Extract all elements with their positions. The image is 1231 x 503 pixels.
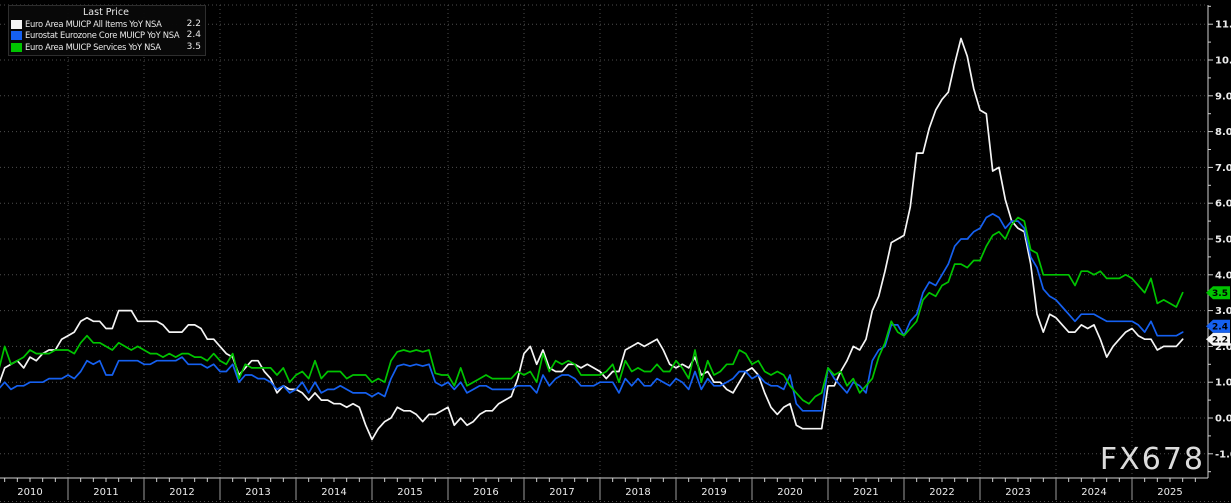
legend-color-swatch bbox=[11, 31, 22, 40]
legend-last-value: 2.2 bbox=[186, 18, 201, 29]
y-axis-label: 7.0 bbox=[1215, 163, 1231, 174]
legend-item[interactable]: Eurostat Eurozone Core MUICP YoY NSA 2.4 bbox=[11, 30, 201, 41]
x-axis-year-label: 2022 bbox=[929, 487, 954, 498]
y-axis-label: 6.0 bbox=[1215, 199, 1231, 210]
x-axis-year-label: 2015 bbox=[397, 487, 422, 498]
last-price-badge-core bbox=[1206, 319, 1230, 333]
y-axis-label: 2.0 bbox=[1215, 342, 1231, 353]
x-axis-year-label: 2019 bbox=[701, 487, 726, 498]
y-axis-label: 4.0 bbox=[1215, 270, 1231, 281]
y-axis-label: -1.0 bbox=[1215, 449, 1231, 460]
last-price-badge-value: 2.2 bbox=[1212, 335, 1228, 345]
x-axis-year-label: 2011 bbox=[93, 487, 118, 498]
y-axis-label: 8.0 bbox=[1215, 127, 1231, 138]
x-axis-year-label: 2021 bbox=[853, 487, 878, 498]
y-axis-label: 10.0 bbox=[1215, 56, 1231, 67]
x-axis-year-label: 2025 bbox=[1157, 487, 1182, 498]
x-axis-year-label: 2024 bbox=[1081, 487, 1106, 498]
x-axis-year-label: 2017 bbox=[549, 487, 574, 498]
last-price-badge-value: 3.5 bbox=[1212, 289, 1228, 299]
legend-color-swatch bbox=[11, 42, 22, 52]
series-line-all-items bbox=[0, 37, 1184, 441]
legend-item[interactable]: Euro Area MUICP Services YoY NSA 3.5 bbox=[11, 42, 201, 53]
last-price-badge-services bbox=[1206, 286, 1230, 300]
legend-last-value: 3.5 bbox=[186, 41, 201, 52]
series-line-core bbox=[0, 213, 1184, 412]
legend-item-label: Euro Area MUICP Services YoY NSA bbox=[25, 41, 161, 52]
x-axis-year-label: 2010 bbox=[17, 487, 42, 498]
y-axis-label: 0.0 bbox=[1215, 414, 1231, 425]
watermark-fx678: FX678 bbox=[1099, 442, 1205, 477]
x-axis-year-label: 2016 bbox=[473, 487, 498, 498]
y-axis-label: 11.0 bbox=[1215, 20, 1231, 31]
x-axis-year-label: 2020 bbox=[777, 487, 802, 498]
legend-title: Last Price bbox=[83, 7, 129, 18]
y-axis-label: 9.0 bbox=[1215, 91, 1231, 102]
legend-color-swatch bbox=[11, 19, 22, 29]
y-axis-label: 3.0 bbox=[1215, 306, 1231, 317]
last-price-badge-value: 2.4 bbox=[1212, 322, 1228, 332]
x-axis-year-label: 2018 bbox=[625, 487, 650, 498]
legend-item[interactable]: Euro Area MUICP All Items YoY NSA 2.2 bbox=[11, 19, 201, 30]
legend-last-value: 2.4 bbox=[186, 30, 201, 40]
x-axis-year-label: 2012 bbox=[169, 487, 194, 498]
x-axis-year-label: 2023 bbox=[1005, 487, 1030, 498]
x-axis-year-label: 2014 bbox=[321, 487, 346, 498]
legend-item-label: Euro Area MUICP All Items YoY NSA bbox=[25, 18, 162, 29]
last-price-badge-all-items bbox=[1206, 332, 1230, 346]
legend-item-label: Eurostat Eurozone Core MUICP YoY NSA bbox=[25, 30, 180, 40]
legend: Last Price Euro Area MUICP All Items YoY… bbox=[8, 5, 206, 56]
x-axis-year-label: 2013 bbox=[245, 487, 270, 498]
series-line-services bbox=[0, 216, 1184, 405]
y-axis-label: 5.0 bbox=[1215, 235, 1231, 246]
y-axis-label: 1.0 bbox=[1215, 378, 1231, 389]
